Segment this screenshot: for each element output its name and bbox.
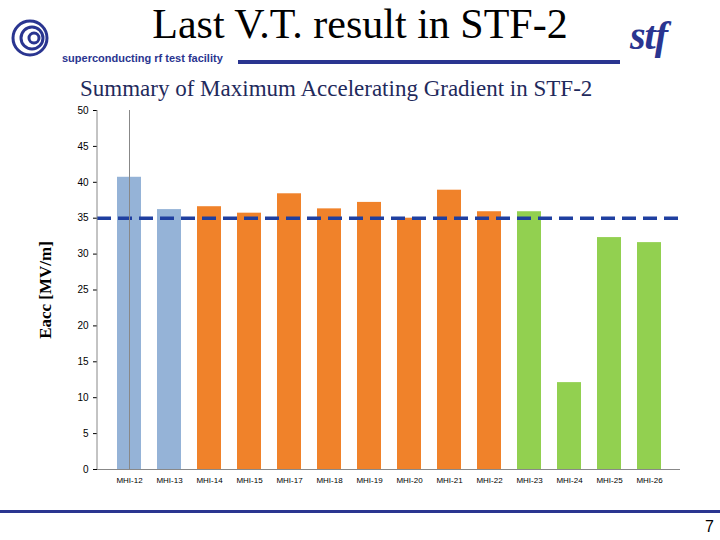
svg-text:MHI-25: MHI-25 — [596, 476, 623, 485]
svg-text:5: 5 — [83, 428, 89, 439]
svg-text:50: 50 — [77, 105, 89, 116]
svg-text:MHI-12: MHI-12 — [116, 476, 143, 485]
svg-text:30: 30 — [77, 248, 89, 259]
svg-text:MHI-21: MHI-21 — [436, 476, 463, 485]
svg-text:MHI-18: MHI-18 — [316, 476, 343, 485]
svg-text:20: 20 — [77, 320, 89, 331]
svg-text:10: 10 — [77, 392, 89, 403]
svg-text:MHI-22: MHI-22 — [476, 476, 503, 485]
svg-text:MHI-26: MHI-26 — [636, 476, 663, 485]
svg-text:MHI-17: MHI-17 — [276, 476, 303, 485]
svg-text:15: 15 — [77, 356, 89, 367]
svg-text:MHI-20: MHI-20 — [396, 476, 423, 485]
svg-text:25: 25 — [77, 284, 89, 295]
svg-text:40: 40 — [77, 177, 89, 188]
svg-text:MHI-14: MHI-14 — [196, 476, 223, 485]
svg-text:MHI-24: MHI-24 — [556, 476, 583, 485]
html-text:Summary of Maximum Acceleratin: Summary of Maximum Accelerating Gradient… — [80, 76, 593, 101]
svg-text:MHI-15: MHI-15 — [236, 476, 263, 485]
svg-text:MHI-13: MHI-13 — [156, 476, 183, 485]
html-text:Eacc [MV/m]: Eacc [MV/m] — [36, 241, 55, 339]
svg-text:MHI-19: MHI-19 — [356, 476, 383, 485]
html-text:Last V.T. result in STF-2: Last V.T. result in STF-2 — [152, 1, 568, 47]
svg-text:45: 45 — [77, 141, 89, 152]
html-text:superconducting rf test facili: superconducting rf test facility — [62, 52, 223, 64]
svg-text:MHI-23: MHI-23 — [516, 476, 543, 485]
html-text:stf: stf — [630, 13, 667, 58]
svg-text:0: 0 — [83, 464, 89, 475]
html-text:7: 7 — [705, 518, 714, 535]
svg-text:35: 35 — [77, 212, 89, 223]
